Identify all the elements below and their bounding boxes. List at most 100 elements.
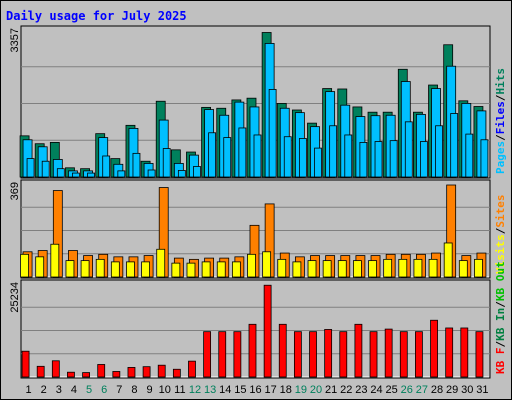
x-tick-label-18: 18 [280, 384, 292, 396]
x-tick-label-4: 4 [71, 384, 77, 396]
x-tick-label-28: 28 [431, 384, 443, 396]
bar-kbf-day-8 [127, 367, 136, 378]
x-tick-label-26: 26 [401, 384, 413, 396]
bar-visits-day-7 [110, 261, 120, 278]
x-tick-label-25: 25 [386, 384, 398, 396]
bar-kbf-day-25 [384, 328, 393, 378]
bar-kbf-day-31 [475, 331, 484, 378]
bar-kbf-day-14 [218, 331, 227, 378]
bar-kbf-day-24 [369, 331, 378, 378]
x-tick-label-10: 10 [159, 384, 171, 396]
bar-pages-day-6 [102, 155, 111, 178]
x-tick-label-2: 2 [41, 384, 47, 396]
bar-pages-day-1 [26, 158, 35, 178]
bar-visits-day-6 [95, 258, 105, 278]
x-tick-label-8: 8 [131, 384, 137, 396]
bar-pages-day-4 [72, 172, 80, 178]
bar-visits-day-26 [398, 258, 408, 278]
bar-kbf-day-21 [324, 329, 333, 378]
x-tick-label-17: 17 [265, 384, 277, 396]
bar-pages-day-23 [359, 142, 368, 178]
legend-item-kbytes-2: KB In [494, 308, 507, 341]
x-tick-label-7: 7 [116, 384, 122, 396]
x-tick-label-5: 5 [86, 384, 92, 396]
bar-pages-day-26 [404, 121, 413, 178]
ymax-label-sites: 369 [9, 182, 21, 200]
bar-kbf-day-20 [309, 331, 317, 378]
bar-kbf-day-1 [21, 350, 30, 378]
bar-kbf-day-13 [203, 331, 212, 378]
x-tick-label-15: 15 [234, 384, 246, 396]
x-tick-label-29: 29 [446, 384, 458, 396]
bar-pages-day-18 [283, 136, 292, 178]
legend-requests: Pages/Files/Hits [494, 68, 507, 174]
bar-pages-day-13 [208, 132, 217, 178]
legend-item-requests-3: / [494, 94, 507, 101]
bar-kbf-day-28 [430, 319, 438, 378]
bar-pages-day-2 [41, 160, 50, 178]
bar-visits-day-16 [247, 253, 256, 278]
bar-visits-day-10 [156, 248, 166, 278]
bar-kbf-day-27 [415, 331, 423, 378]
bar-visits-day-4 [65, 260, 75, 278]
bar-kbf-day-16 [248, 323, 257, 378]
x-tick-label-31: 31 [476, 384, 488, 396]
x-tick-label-3: 3 [56, 384, 62, 396]
bar-visits-day-18 [277, 258, 287, 278]
bar-kbf-day-3 [51, 360, 60, 378]
bar-pages-day-17 [268, 89, 277, 178]
bar-pages-day-29 [450, 113, 459, 178]
bar-pages-day-7 [117, 170, 126, 178]
bar-pages-day-28 [435, 125, 443, 178]
bar-visits-day-9 [141, 261, 150, 278]
bar-kbf-day-26 [399, 331, 408, 378]
bar-pages-day-16 [253, 134, 262, 178]
x-tick-label-20: 20 [310, 384, 322, 396]
legend-item-sites-2: Sites [494, 195, 507, 228]
legend-item-kbytes-1: / [494, 341, 507, 348]
bar-visits-day-5 [80, 260, 90, 278]
bar-pages-day-27 [420, 141, 428, 178]
bar-visits-day-25 [383, 258, 393, 278]
bar-visits-day-17 [262, 251, 272, 278]
bar-pages-day-31 [480, 139, 489, 178]
legend-item-kbytes-3: / [494, 301, 507, 308]
x-tick-label-13: 13 [204, 384, 216, 396]
bar-pages-day-3 [56, 168, 65, 178]
x-tick-label-30: 30 [461, 384, 473, 396]
bar-visits-day-19 [292, 261, 302, 278]
ymax-label-kbytes: 25234 [9, 282, 21, 313]
bar-visits-day-13 [201, 261, 211, 278]
bar-visits-day-15 [231, 261, 241, 278]
x-tick-label-9: 9 [147, 384, 153, 396]
bar-kbf-day-6 [97, 364, 106, 378]
x-tick-label-14: 14 [219, 384, 231, 396]
bar-kbf-day-7 [112, 371, 121, 378]
x-tick-label-22: 22 [340, 384, 352, 396]
bar-pages-day-15 [238, 127, 247, 178]
x-tick-label-19: 19 [295, 384, 307, 396]
bar-pages-day-8 [132, 152, 141, 178]
bar-kbf-day-10 [157, 364, 166, 378]
bar-pages-day-11 [177, 170, 186, 178]
legend-item-requests-0: Pages [494, 141, 507, 174]
x-tick-label-21: 21 [325, 384, 337, 396]
bar-visits-day-24 [368, 260, 377, 278]
bar-visits-day-8 [126, 261, 135, 278]
bar-kbf-day-5 [82, 372, 90, 378]
chart-title: Daily usage for July 2025 [6, 9, 187, 23]
x-tick-label-16: 16 [249, 384, 261, 396]
legend-item-requests-1: / [494, 134, 507, 141]
panel-requests: 3357 Pages/Files/Hits [9, 25, 507, 179]
ymax-label-requests: 3357 [9, 28, 21, 52]
bar-visits-day-1 [20, 253, 29, 278]
bar-visits-day-20 [307, 260, 317, 278]
bar-pages-day-30 [465, 133, 474, 178]
bar-pages-day-14 [223, 137, 232, 178]
bar-kbf-day-19 [293, 331, 302, 378]
bar-kbf-day-29 [445, 327, 454, 378]
bar-kbf-day-4 [67, 371, 75, 378]
legend-item-requests-4: Hits [494, 68, 507, 95]
bar-visits-day-21 [322, 260, 332, 278]
